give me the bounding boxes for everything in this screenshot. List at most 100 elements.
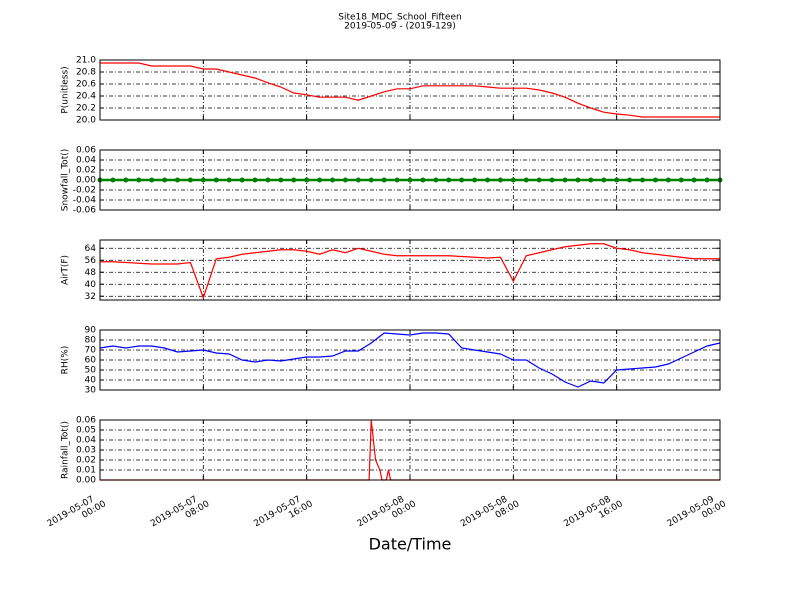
data-point <box>485 177 490 183</box>
y-tick-label: 90 <box>85 326 97 336</box>
data-point <box>433 177 439 183</box>
data-point <box>252 177 258 183</box>
y-tick-label: 20.0 <box>76 116 96 126</box>
data-point <box>368 177 374 183</box>
x-tick-label: 2019-05-0900:00 <box>666 490 728 538</box>
y-tick-label: 20.8 <box>76 68 96 78</box>
plot-frame <box>99 59 721 121</box>
y-tick-label: 0.06 <box>76 146 96 156</box>
data-point <box>549 177 555 183</box>
y-tick-label: 40 <box>85 376 97 386</box>
data-point <box>446 177 452 183</box>
x-tick-label: 2019-05-0808:00 <box>459 490 521 538</box>
data-point <box>110 177 116 183</box>
plot-frame <box>99 419 721 481</box>
data-point <box>123 177 129 183</box>
x-tick-label: 2019-05-0700:00 <box>46 490 108 538</box>
y-axis-label: Snowfall_Tot() <box>61 149 71 212</box>
y-tick-label: 0.04 <box>76 156 96 166</box>
y-tick-label: 0.03 <box>76 446 96 456</box>
y-tick-label: 80 <box>85 336 97 346</box>
data-point <box>536 177 542 183</box>
x-tick-label: 2019-05-0816:00 <box>562 490 624 538</box>
data-line <box>100 62 720 118</box>
y-axis-label: AirT(F) <box>61 255 71 285</box>
y-tick-label: 0.05 <box>76 426 96 436</box>
data-point <box>678 177 684 183</box>
y-tick-label: 50 <box>85 366 97 376</box>
data-point <box>510 177 516 183</box>
y-tick-label: 40 <box>85 280 97 290</box>
x-tick-label: 2019-05-0708:00 <box>149 490 211 538</box>
data-point <box>523 177 529 183</box>
data-point <box>691 177 697 183</box>
data-point <box>213 177 219 183</box>
y-tick-label: 64 <box>85 244 97 254</box>
y-tick-label: 60 <box>85 356 97 366</box>
plot-frame <box>99 329 721 391</box>
plot-frame <box>99 239 721 301</box>
y-axis-label: P(unitless) <box>61 66 71 113</box>
data-line <box>100 243 720 300</box>
y-axis-label: Rainfall_Tot() <box>61 421 71 479</box>
data-point <box>187 177 193 183</box>
data-point <box>614 177 620 183</box>
data-point <box>601 177 607 183</box>
y-tick-label: -0.06 <box>73 206 97 216</box>
data-point <box>330 177 335 183</box>
y-tick-label: 21.0 <box>76 56 96 66</box>
y-tick-label: 30 <box>85 386 97 396</box>
y-tick-label: 20.4 <box>76 92 96 102</box>
y-tick-label: 0.06 <box>76 416 96 426</box>
x-axis-label: Date/Time <box>369 535 452 554</box>
data-point <box>640 177 645 183</box>
data-point <box>381 177 387 183</box>
y-tick-label: 20.6 <box>76 80 96 90</box>
data-point <box>265 177 271 183</box>
data-point <box>278 177 284 183</box>
data-point <box>472 177 478 183</box>
data-point <box>239 177 245 183</box>
data-point <box>420 177 426 183</box>
y-tick-label: -0.02 <box>73 186 96 196</box>
chart-title: Site18_MDC_School_Fifteen <box>338 13 461 23</box>
data-point <box>627 177 633 183</box>
x-tick-label: 2019-05-0800:00 <box>356 490 418 538</box>
data-point <box>652 177 658 183</box>
y-tick-label: 0.02 <box>76 166 96 176</box>
data-point <box>317 177 323 183</box>
y-tick-label: 32 <box>85 292 96 302</box>
data-point <box>588 177 594 183</box>
y-tick-label: 0.00 <box>76 476 96 486</box>
data-line <box>100 419 720 481</box>
y-tick-label: 48 <box>85 268 97 278</box>
data-point <box>175 177 180 183</box>
data-point <box>562 177 568 183</box>
chart-subtitle: 2019-05-09 - (2019-129) <box>344 22 456 32</box>
data-point <box>162 177 168 183</box>
data-point <box>704 177 710 183</box>
data-point <box>665 177 671 183</box>
data-point <box>355 177 361 183</box>
data-point <box>226 177 232 183</box>
y-tick-label: 0.02 <box>76 456 96 466</box>
data-point <box>291 177 297 183</box>
y-tick-label: 70 <box>85 346 97 356</box>
y-tick-label: 20.2 <box>76 104 96 114</box>
x-tick-label: 2019-05-0716:00 <box>252 490 314 538</box>
data-point <box>394 177 400 183</box>
data-point <box>459 177 465 183</box>
data-point <box>304 177 310 183</box>
data-point <box>200 177 206 183</box>
y-tick-label: 0.01 <box>76 466 96 476</box>
y-tick-label: -0.04 <box>73 196 97 206</box>
plot-frame <box>99 149 721 211</box>
data-point <box>407 177 413 183</box>
y-tick-label: 56 <box>85 256 97 266</box>
data-point <box>575 177 581 183</box>
data-point <box>342 177 348 183</box>
data-point <box>497 177 503 183</box>
y-tick-label: 0.00 <box>76 176 96 186</box>
data-line <box>99 332 721 388</box>
